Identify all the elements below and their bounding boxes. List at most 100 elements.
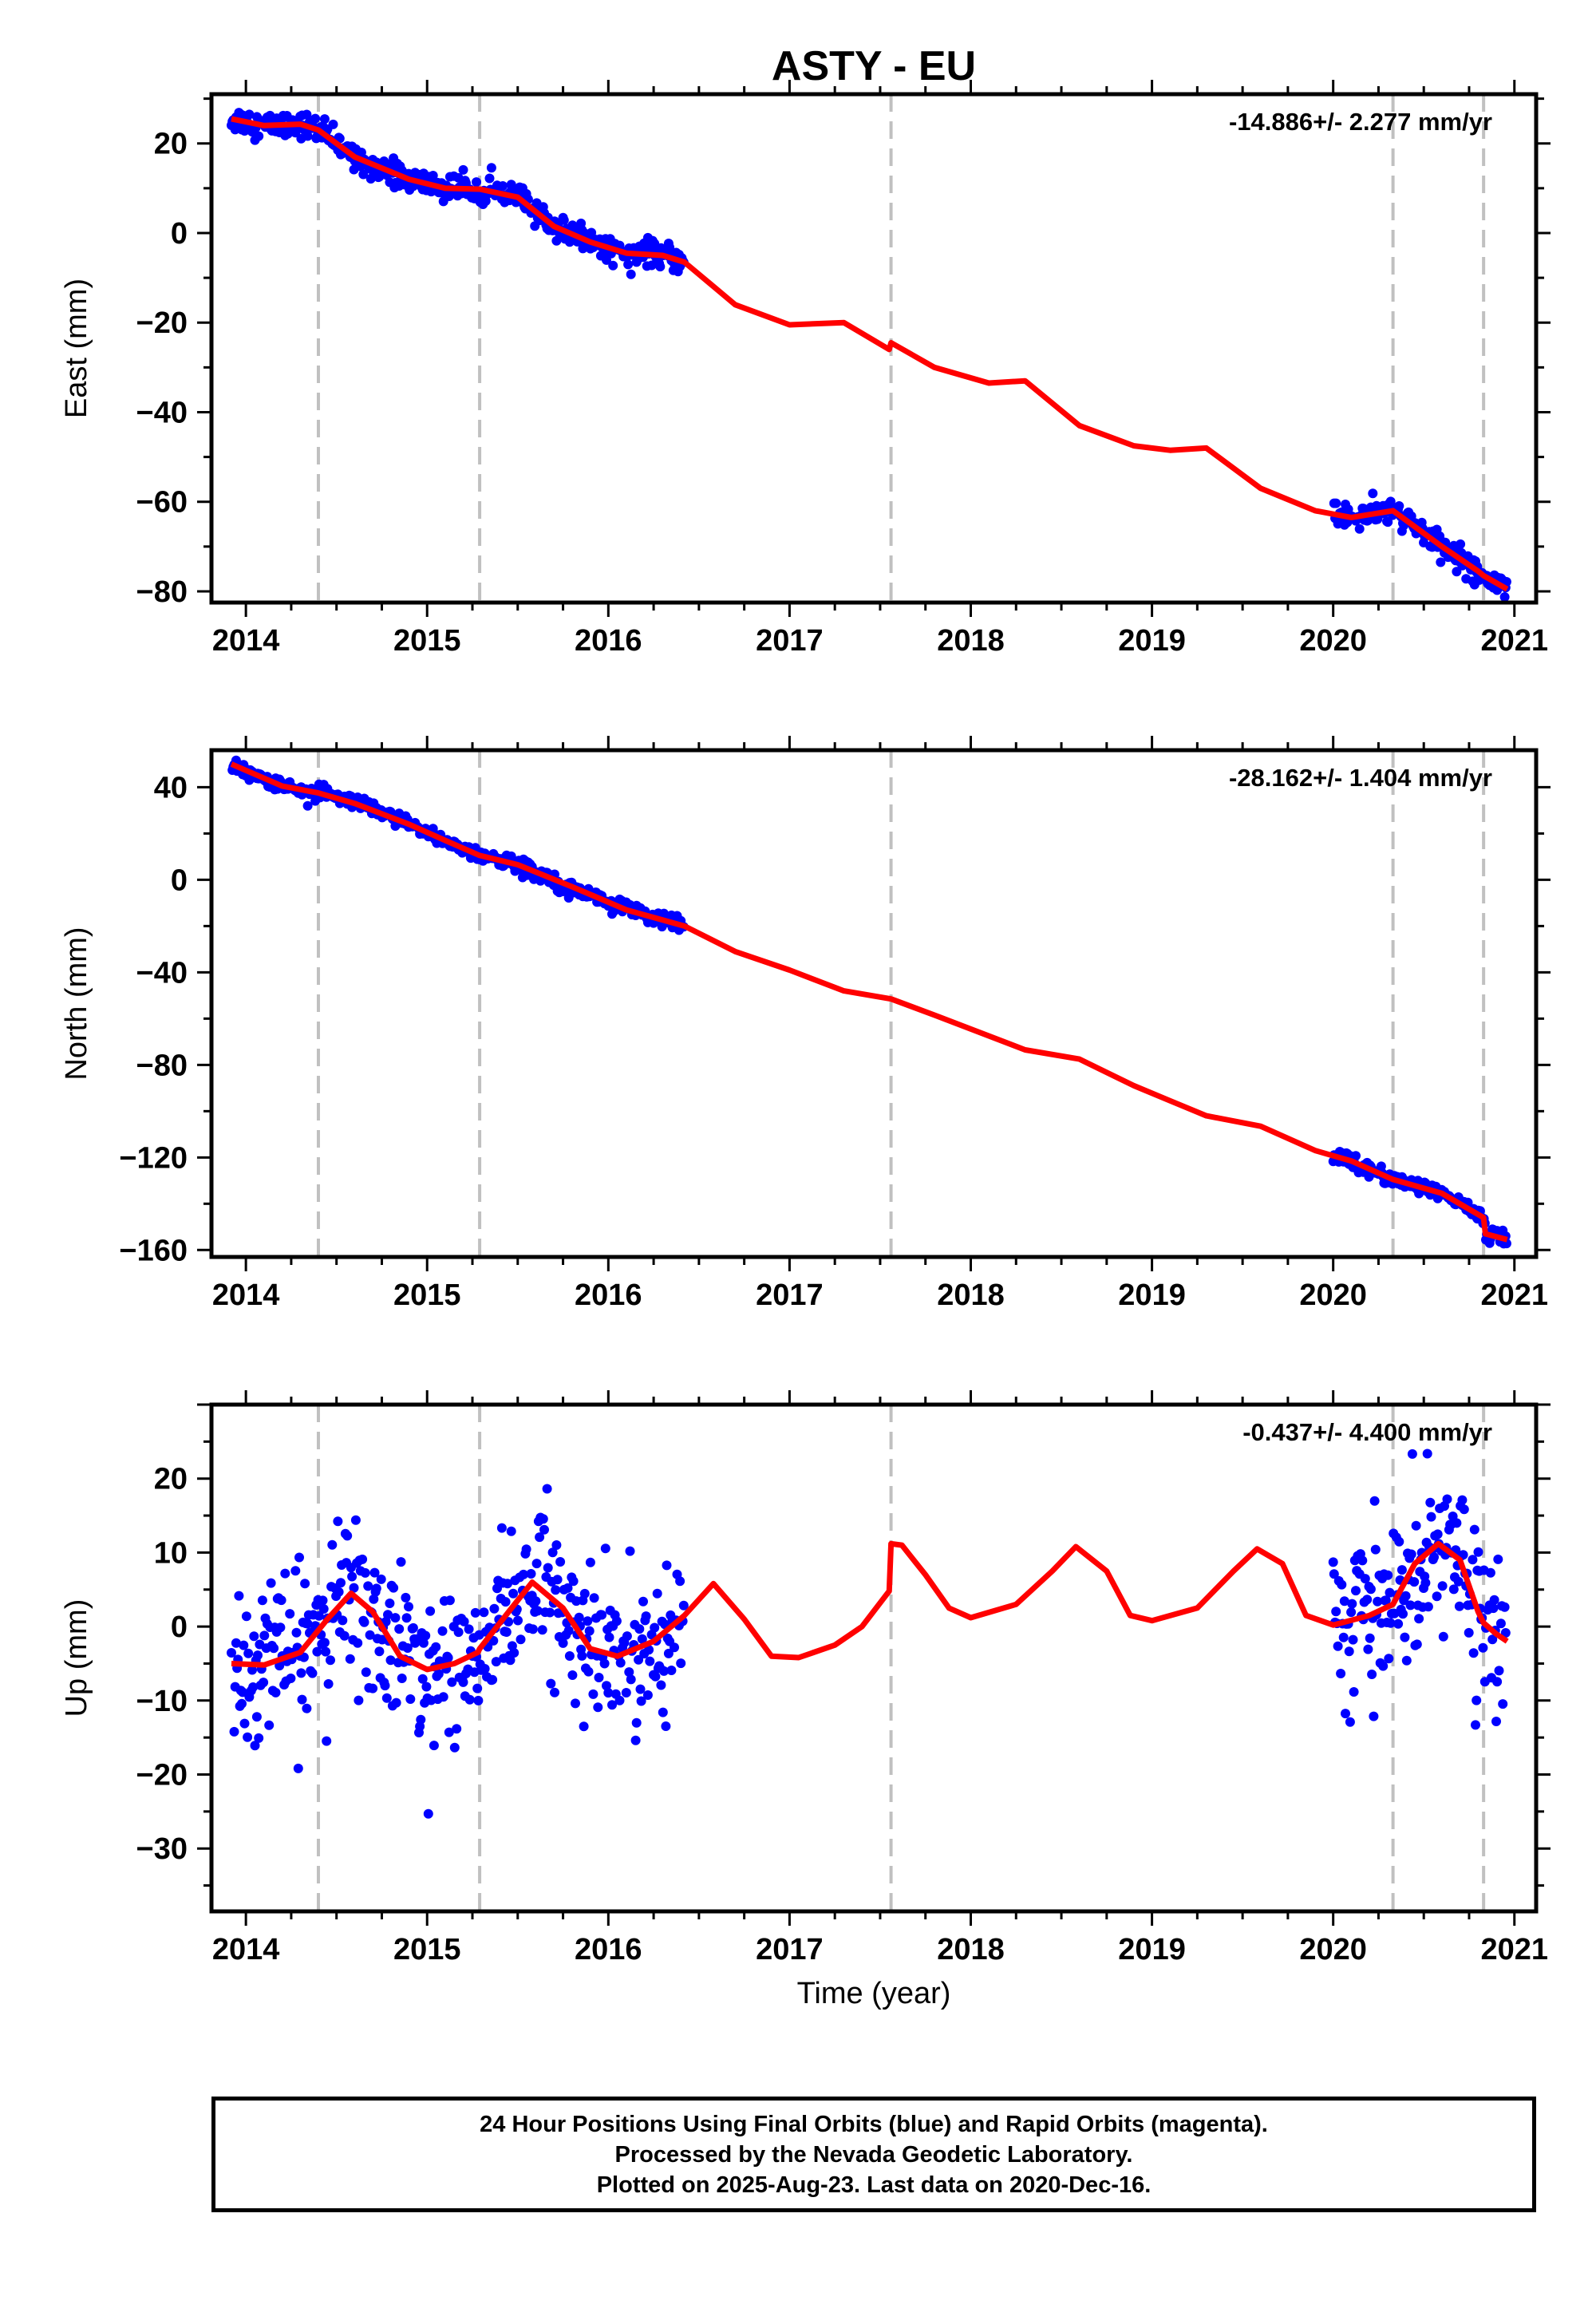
- data-point: [1348, 1634, 1358, 1645]
- x-tick-label: 2019: [1118, 1933, 1186, 1966]
- y-tick-label: 0: [171, 864, 188, 897]
- data-point: [1494, 1666, 1504, 1676]
- data-point: [285, 1609, 295, 1619]
- data-point: [312, 1646, 322, 1657]
- data-point: [297, 1694, 307, 1705]
- data-point: [1398, 1609, 1408, 1619]
- data-point: [480, 1664, 490, 1674]
- x-tick-label: 2017: [756, 1933, 824, 1966]
- data-point: [1469, 1524, 1479, 1535]
- data-point: [1349, 1687, 1359, 1697]
- data-point: [453, 1627, 464, 1638]
- data-point: [1485, 1567, 1495, 1578]
- data-point: [237, 1698, 247, 1709]
- footer-line-orbits: 24 Hour Positions Using Final Orbits (bl…: [480, 2111, 1268, 2137]
- data-point: [622, 1631, 632, 1642]
- data-point: [250, 1741, 260, 1751]
- velocity-label: -14.886+/- 2.277 mm/yr: [1229, 108, 1492, 136]
- data-point: [264, 1720, 275, 1730]
- data-point: [659, 1666, 669, 1676]
- data-point: [302, 109, 312, 120]
- data-point: [437, 1626, 448, 1636]
- x-tick-label: 2021: [1480, 624, 1548, 658]
- data-point: [253, 1650, 263, 1661]
- data-point: [506, 1526, 516, 1536]
- data-point: [333, 1516, 343, 1527]
- data-point: [1333, 1641, 1343, 1651]
- data-point: [472, 177, 481, 188]
- x-tick-label: 2021: [1480, 1279, 1548, 1312]
- data-point: [359, 1617, 369, 1627]
- data-point: [1426, 1512, 1436, 1522]
- data-point: [239, 1640, 249, 1650]
- data-point: [259, 1630, 270, 1641]
- data-point: [637, 1634, 647, 1644]
- x-tick-label: 2020: [1299, 1933, 1367, 1966]
- y-tick-label: 40: [154, 771, 188, 804]
- data-point: [464, 1624, 474, 1634]
- data-point: [641, 1611, 651, 1622]
- data-point: [302, 1618, 313, 1629]
- data-point: [1365, 1584, 1376, 1595]
- data-points: [227, 1448, 1511, 1819]
- data-point: [390, 1613, 401, 1623]
- data-point: [577, 1650, 587, 1661]
- data-point: [1429, 1552, 1439, 1563]
- panel-east: 2014 2015 2016 2017 2018 2019 2020 2021 20 0 −20 −4…: [60, 80, 1551, 658]
- data-point: [243, 1648, 254, 1658]
- data-point: [385, 1655, 396, 1666]
- x-tick-label: 2014: [212, 1279, 280, 1312]
- data-point: [1385, 1618, 1396, 1628]
- data-point: [542, 1484, 552, 1494]
- data-point: [290, 1566, 301, 1576]
- processing-info-box: 24 Hour Positions Using Final Orbits (bl…: [211, 2097, 1536, 2212]
- data-point: [1500, 1628, 1511, 1638]
- data-point: [1459, 1504, 1469, 1515]
- data-point: [615, 1658, 626, 1668]
- data-point: [1360, 1574, 1370, 1584]
- data-point: [363, 1581, 373, 1591]
- data-point: [1453, 1576, 1464, 1587]
- data-point: [459, 1616, 469, 1626]
- data-point: [365, 1630, 375, 1640]
- data-point: [579, 1588, 590, 1599]
- data-point: [1487, 1634, 1498, 1645]
- data-point: [539, 1524, 549, 1535]
- data-point: [418, 1638, 429, 1648]
- data-point: [385, 1599, 395, 1608]
- data-point: [247, 1665, 257, 1675]
- data-point: [488, 1674, 498, 1685]
- model-fit-line: [230, 761, 1508, 1243]
- y-tick-label: 20: [154, 128, 188, 161]
- data-point: [501, 1627, 512, 1637]
- data-point: [383, 1610, 393, 1620]
- data-point: [286, 1674, 296, 1683]
- data-point: [227, 1648, 236, 1658]
- data-point: [670, 1642, 679, 1653]
- data-point: [380, 1681, 390, 1691]
- data-point: [319, 1638, 330, 1648]
- data-point: [473, 1695, 484, 1705]
- data-point: [421, 1630, 431, 1641]
- velocity-label: -0.437+/- 4.400 mm/yr: [1242, 1418, 1492, 1446]
- data-point: [597, 1610, 607, 1620]
- data-point: [1396, 1565, 1407, 1575]
- data-point: [1489, 1595, 1499, 1605]
- data-point: [1425, 1497, 1436, 1508]
- data-point: [259, 1678, 269, 1688]
- data-point: [1498, 1699, 1508, 1709]
- data-point: [500, 1597, 511, 1607]
- panels-root: 2014 2015 2016 2017 2018 2019 2020 2021 20 0 −20 −4…: [60, 80, 1551, 1966]
- y-tick-label: −30: [136, 1832, 188, 1866]
- x-tick-label: 2018: [937, 624, 1005, 658]
- data-point: [1456, 539, 1466, 549]
- data-point: [294, 1552, 304, 1563]
- data-point: [1407, 1448, 1417, 1459]
- data-point: [266, 1578, 276, 1588]
- data-point: [339, 1630, 350, 1641]
- data-point: [257, 1595, 267, 1606]
- data-point: [489, 1603, 500, 1614]
- x-tick-label: 2018: [937, 1933, 1005, 1966]
- data-point: [243, 1732, 253, 1742]
- data-point: [1411, 1520, 1421, 1531]
